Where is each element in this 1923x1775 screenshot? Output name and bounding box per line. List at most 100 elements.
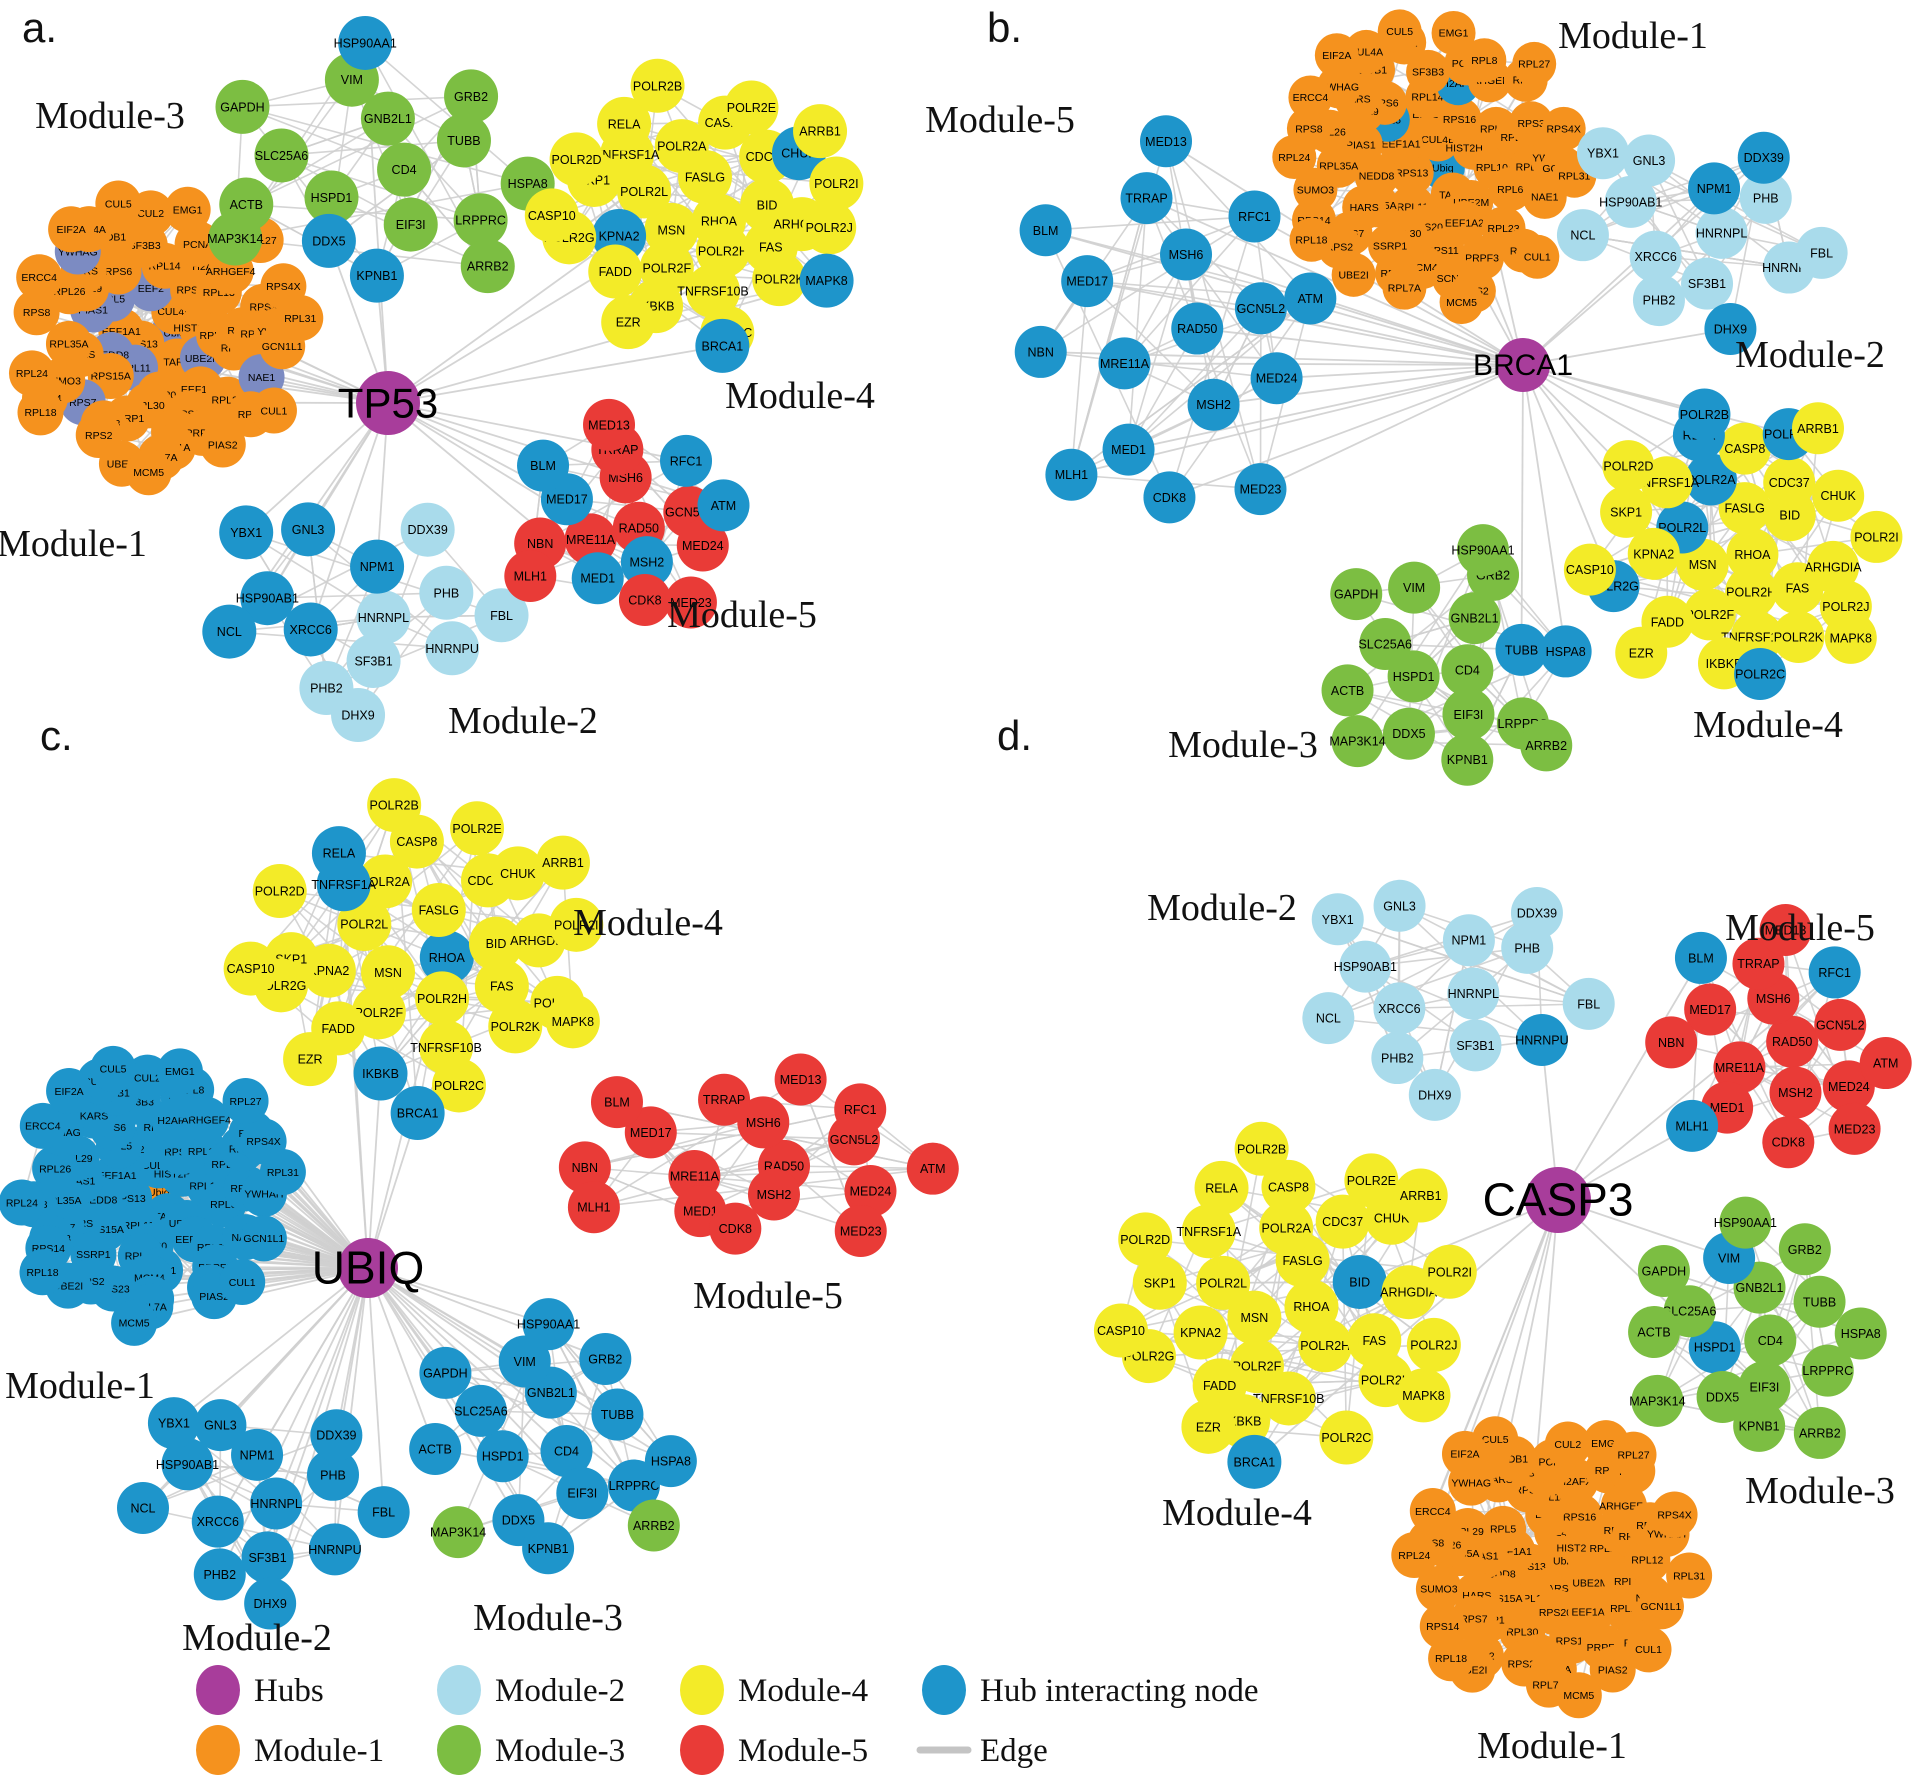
node-EMG1[interactable] — [164, 186, 211, 233]
node-POLR2A[interactable] — [654, 119, 709, 174]
node-MED17[interactable] — [1684, 983, 1737, 1036]
node-POLR2I[interactable] — [1850, 510, 1903, 563]
node-RPL24[interactable] — [1391, 1532, 1438, 1579]
node-RPL27[interactable] — [1610, 1431, 1657, 1478]
node-MLH1[interactable] — [1045, 448, 1098, 501]
node-RPS4X[interactable] — [1541, 106, 1586, 151]
node-BLM[interactable] — [1674, 931, 1727, 984]
node-MAPK8[interactable] — [1824, 611, 1877, 664]
node-TRRAP[interactable] — [1120, 172, 1173, 225]
node-UBE2I[interactable] — [1331, 252, 1376, 297]
node-CASP10[interactable] — [524, 188, 579, 243]
node-POLR2F[interactable] — [351, 985, 406, 1040]
node-MAP3K14[interactable] — [1331, 715, 1384, 768]
node-GCN1L1[interactable] — [1637, 1583, 1684, 1630]
node-HSP90AA1[interactable] — [1456, 524, 1509, 577]
node-POLR2C[interactable] — [1319, 1410, 1374, 1465]
node-ARRB2[interactable] — [1520, 719, 1573, 772]
node-POLR2H[interactable] — [1725, 566, 1778, 619]
node-RPS4X[interactable] — [1651, 1491, 1698, 1538]
node-FASLG[interactable] — [1718, 482, 1771, 535]
node-ARRB1[interactable] — [793, 104, 848, 159]
node-HSPD1[interactable] — [304, 170, 359, 225]
node-PIAS2[interactable] — [199, 421, 246, 468]
node-GRB2[interactable] — [444, 69, 499, 124]
node-MED13[interactable] — [774, 1053, 827, 1106]
node-HSPA8[interactable] — [1834, 1307, 1887, 1360]
node-PHB[interactable] — [307, 1448, 360, 1501]
node-EZR[interactable] — [283, 1032, 338, 1087]
node-YBX1[interactable] — [1576, 127, 1629, 180]
node-NBN[interactable] — [1645, 1016, 1698, 1069]
node-MSH6[interactable] — [1160, 228, 1213, 281]
node-CUL1[interactable] — [219, 1258, 266, 1305]
node-RPS3[interactable] — [1509, 101, 1554, 146]
node-VIM[interactable] — [498, 1335, 551, 1388]
node-TNFRSF1A[interactable] — [1181, 1204, 1236, 1259]
node-HSPA8[interactable] — [1539, 625, 1592, 678]
node-RELA[interactable] — [1194, 1160, 1249, 1215]
node-CASP8[interactable] — [1261, 1159, 1316, 1214]
node-MLH1[interactable] — [567, 1181, 620, 1234]
node-DDX39[interactable] — [310, 1409, 363, 1462]
node-KPNB1[interactable] — [349, 248, 404, 303]
node-DHX9[interactable] — [1704, 302, 1757, 355]
node-SLC25A6[interactable] — [254, 128, 309, 183]
node-FBL[interactable] — [474, 588, 529, 643]
node-CDC37[interactable] — [1315, 1194, 1370, 1249]
node-MED17[interactable] — [1061, 255, 1114, 308]
node-MCM5[interactable] — [1439, 280, 1484, 325]
node-PHB2[interactable] — [1632, 274, 1685, 327]
node-SLC25A6[interactable] — [1359, 617, 1412, 670]
node-MED23[interactable] — [664, 576, 717, 629]
node-RPS16[interactable] — [1437, 97, 1482, 142]
node-CDK8[interactable] — [618, 574, 671, 627]
node-RPL31[interactable] — [277, 295, 324, 342]
node-XRCC6[interactable] — [1629, 230, 1682, 283]
node-MSH6[interactable] — [737, 1096, 790, 1149]
node-CHUK[interactable] — [490, 846, 545, 901]
node-HSP90AA1[interactable] — [522, 1298, 575, 1351]
node-BLM[interactable] — [590, 1076, 643, 1129]
node-MSH2[interactable] — [1769, 1066, 1822, 1119]
node-YBX1[interactable] — [1311, 893, 1364, 946]
node-KPNB1[interactable] — [522, 1522, 575, 1575]
node-POLR2D[interactable] — [1602, 440, 1655, 493]
node-PHB2[interactable] — [1371, 1032, 1424, 1085]
node-SF3B3[interactable] — [1406, 49, 1451, 94]
node-RPL8[interactable] — [1462, 38, 1507, 83]
node-NPM1[interactable] — [350, 539, 405, 594]
node-TUBB[interactable] — [1793, 1275, 1846, 1328]
node-ARRB1[interactable] — [535, 835, 590, 890]
node-EMG1[interactable] — [1431, 10, 1476, 55]
node-LRPPRC[interactable] — [607, 1459, 660, 1512]
node-GNB2L1[interactable] — [1448, 592, 1501, 645]
node-HSP90AB1[interactable] — [240, 571, 295, 626]
node-NCL[interactable] — [202, 604, 257, 659]
node-POLR2A[interactable] — [1684, 453, 1737, 506]
node-BRCA1[interactable] — [1227, 1434, 1282, 1489]
node-SF3B1[interactable] — [1449, 1019, 1502, 1072]
node-NBN[interactable] — [1014, 325, 1067, 378]
node-MSN[interactable] — [1227, 1290, 1282, 1345]
node-CUL5[interactable] — [95, 180, 142, 227]
node-MED13[interactable] — [1759, 904, 1812, 957]
node-POLR2I[interactable] — [549, 897, 604, 952]
node-DDX5[interactable] — [1382, 707, 1435, 760]
node-EZR[interactable] — [601, 295, 656, 350]
node-CUL2[interactable] — [1544, 1421, 1591, 1468]
hub-UBIQ[interactable] — [338, 1238, 398, 1298]
node-XRCC6[interactable] — [283, 602, 338, 657]
node-GCN5L2[interactable] — [1814, 998, 1867, 1051]
node-DDX39[interactable] — [1737, 131, 1790, 184]
node-ATM[interactable] — [1859, 1037, 1912, 1090]
node-MED13[interactable] — [1140, 115, 1193, 168]
node-POLR2I[interactable] — [1422, 1244, 1477, 1299]
node-DDX5[interactable] — [301, 213, 356, 268]
node-RFC1[interactable] — [834, 1083, 887, 1136]
node-MLH1[interactable] — [504, 550, 557, 603]
node-DDX39[interactable] — [1510, 887, 1563, 940]
node-YBX1[interactable] — [147, 1397, 200, 1450]
node-ATM[interactable] — [697, 479, 750, 532]
node-GNB2L1[interactable] — [360, 91, 415, 146]
